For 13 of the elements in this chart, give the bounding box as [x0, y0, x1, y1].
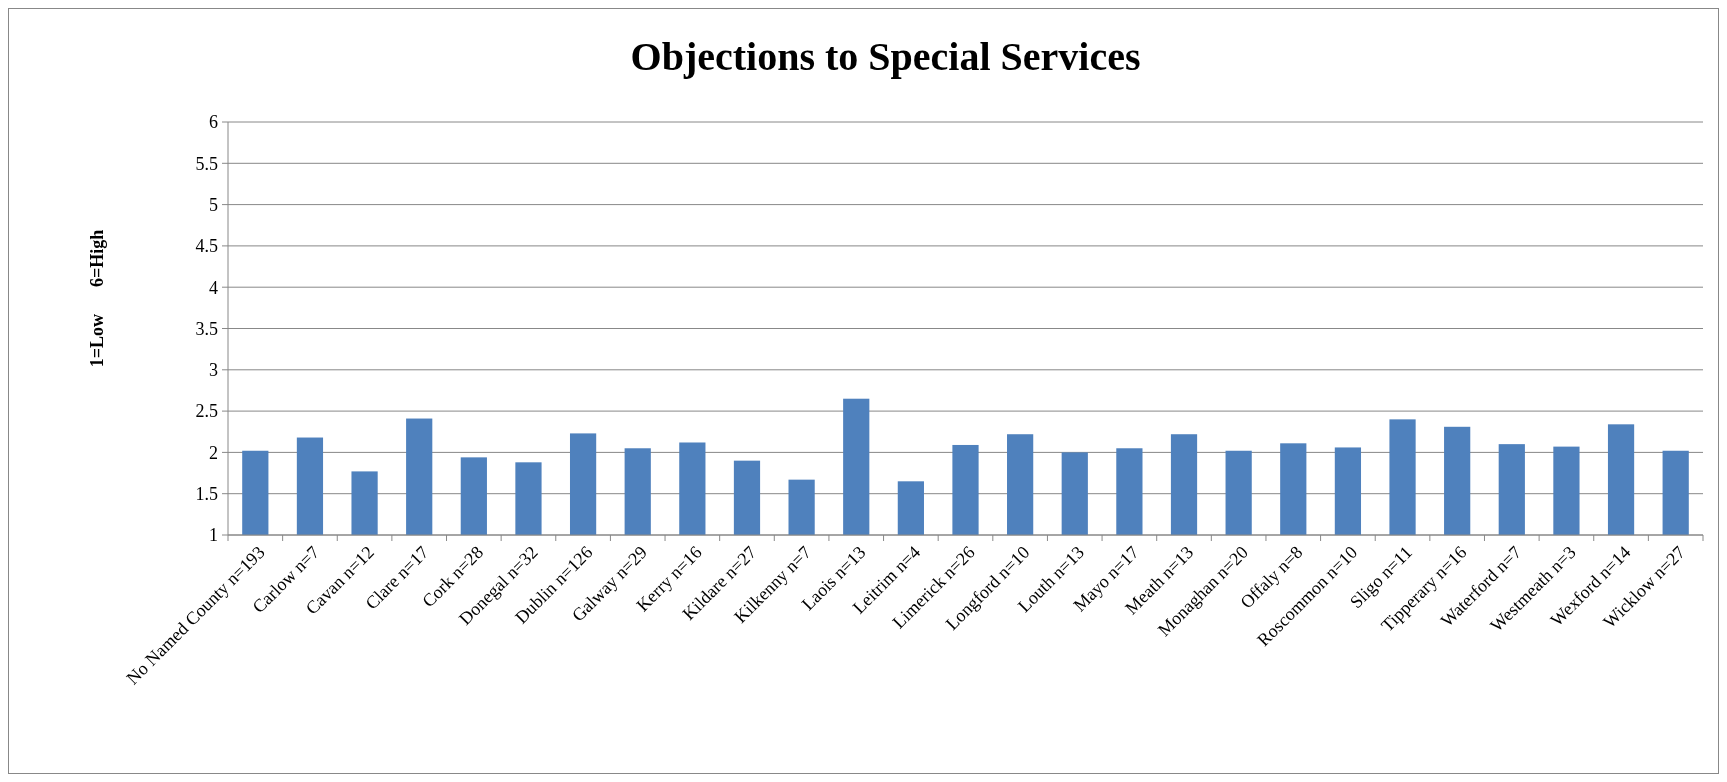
- y-tick-label: 4: [209, 277, 218, 298]
- y-tick-label: 3: [209, 360, 218, 381]
- y-tick-label: 4.5: [195, 236, 218, 257]
- y-tick-label: 3.5: [195, 318, 218, 339]
- chart-title: Objections to Special Services: [630, 34, 1141, 79]
- y-tick-label: 2.5: [195, 401, 218, 422]
- y-tick-label: 5.5: [195, 153, 218, 174]
- y-tick-label: 1: [209, 525, 218, 546]
- y-tick-label: 1.5: [195, 484, 218, 504]
- y-tick-label: 6: [209, 112, 218, 133]
- y-tick-label: 5: [209, 194, 218, 215]
- y-axis-title: 1=Low 6=High: [87, 229, 107, 368]
- y-tick-label: 2: [209, 442, 218, 463]
